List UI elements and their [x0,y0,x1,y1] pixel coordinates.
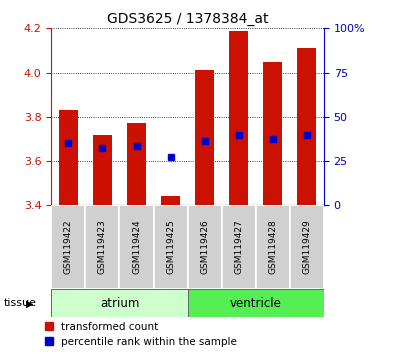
Bar [51,205,85,289]
Bar [297,48,316,205]
Title: GDS3625 / 1378384_at: GDS3625 / 1378384_at [107,12,268,26]
Bar [290,205,324,289]
Bar [161,196,180,205]
Text: GSM119428: GSM119428 [268,219,277,274]
Bar [222,205,256,289]
Text: GSM119425: GSM119425 [166,219,175,274]
Text: tissue: tissue [4,298,37,308]
Legend: transformed count, percentile rank within the sample: transformed count, percentile rank withi… [45,322,237,347]
Bar [256,205,290,289]
Text: GSM119422: GSM119422 [64,219,73,274]
Text: ventricle: ventricle [230,297,282,309]
Bar [127,124,146,205]
Bar [263,62,282,205]
Bar [188,289,324,317]
Text: GSM119429: GSM119429 [302,219,311,274]
Text: GSM119426: GSM119426 [200,219,209,274]
Bar [93,135,112,205]
Text: GSM119427: GSM119427 [234,219,243,274]
Text: ▶: ▶ [26,298,33,308]
Bar [188,205,222,289]
Text: atrium: atrium [100,297,139,309]
Bar [119,205,154,289]
Text: GSM119424: GSM119424 [132,219,141,274]
Bar [229,30,248,205]
Bar [51,289,188,317]
Bar [195,70,214,205]
Bar [59,110,78,205]
Bar [154,205,188,289]
Bar [85,205,119,289]
Text: GSM119423: GSM119423 [98,219,107,274]
